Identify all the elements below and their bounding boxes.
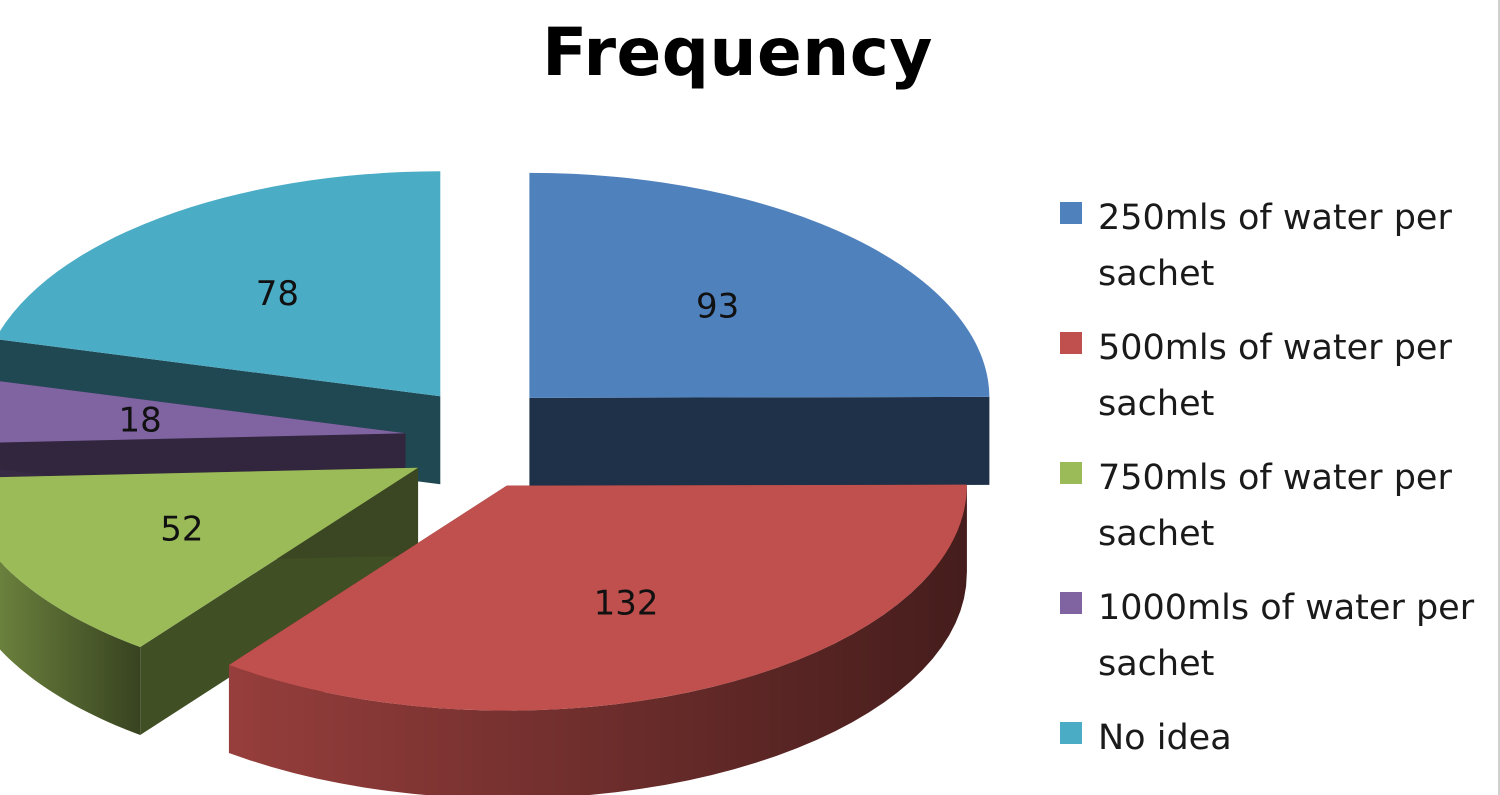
legend-swatch <box>1060 462 1082 484</box>
pie-slice-2 <box>228 484 967 795</box>
legend-item: No idea <box>1060 710 1490 766</box>
legend-label: 500mls of water per sachet <box>1098 328 1452 424</box>
slice-value-label: 93 <box>696 286 739 326</box>
slice-value-label: 132 <box>594 583 659 623</box>
slice-value-label: 78 <box>256 274 299 314</box>
legend-label: 750mls of water per sachet <box>1098 458 1452 554</box>
legend-label: 250mls of water per sachet <box>1098 198 1452 294</box>
slice-top <box>529 172 990 398</box>
slice-wall <box>0 561 141 736</box>
slice-side <box>529 396 990 486</box>
legend-swatch <box>1060 332 1082 354</box>
legend-item: 750mls of water per sachet <box>1060 450 1490 562</box>
slice-top <box>0 467 419 648</box>
legend-label: 1000mls of water per sachet <box>1098 588 1475 684</box>
chart-title: Frequency <box>542 14 933 91</box>
legend-item: 500mls of water per sachet <box>1060 320 1490 432</box>
legend-label: No idea <box>1098 718 1232 758</box>
legend-swatch <box>1060 592 1082 614</box>
legend: 250mls of water per sachet 500mls of wate… <box>1060 190 1490 784</box>
slice-wall <box>228 485 967 795</box>
pie-slice-3 <box>0 467 419 736</box>
legend-swatch <box>1060 202 1082 224</box>
slice-top <box>228 484 967 711</box>
slice-value-label: 18 <box>118 401 161 441</box>
legend-item: 250mls of water per sachet <box>1060 190 1490 302</box>
legend-swatch <box>1060 722 1082 744</box>
slice-value-label: 52 <box>160 509 203 549</box>
legend-item: 1000mls of water per sachet <box>1060 580 1490 692</box>
pie-slice-1 <box>529 172 990 486</box>
slice-top <box>0 171 441 397</box>
slice-top <box>0 381 406 443</box>
